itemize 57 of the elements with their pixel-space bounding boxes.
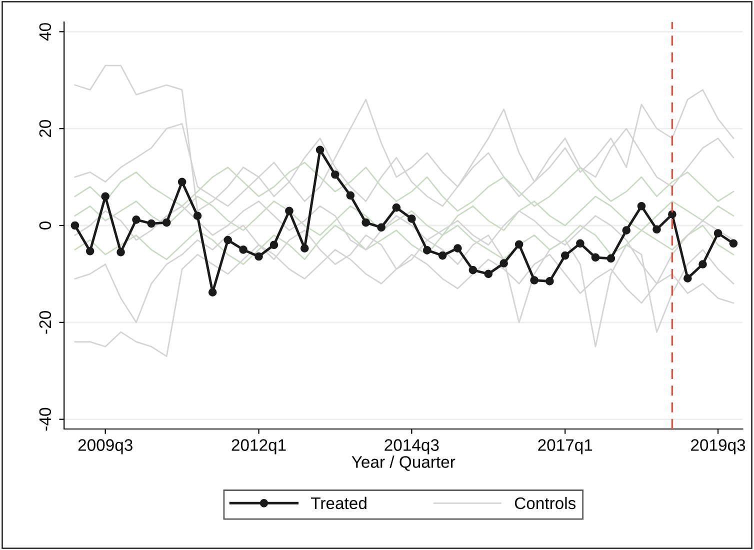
point [392,203,401,212]
point [208,288,217,297]
legend-label: Treated [311,496,366,510]
point [362,218,370,227]
point [147,219,156,228]
point [285,206,294,216]
point [714,229,722,238]
point [70,221,80,230]
point [454,244,462,252]
point [316,146,324,154]
point [652,225,661,234]
point [637,202,646,210]
point [530,276,538,284]
point [468,266,478,274]
x-tick-label: 2017q1 [538,439,592,454]
y-tick-label: -20 [39,311,52,334]
point [254,252,263,261]
point [560,251,570,260]
point [346,191,355,200]
point [422,246,432,254]
point [591,253,600,262]
point [576,239,584,248]
point [546,277,554,286]
x-tick-label: 2009q3 [78,439,132,454]
point [86,247,94,256]
point [178,178,186,186]
point [408,214,416,223]
point [270,240,278,250]
point [484,270,493,278]
point [438,251,447,260]
legend-label: Controls [514,496,576,510]
point [132,216,140,224]
point [116,248,125,256]
y-tick-label: -40 [39,408,52,431]
y-tick-label: 0 [39,222,52,230]
point [514,240,524,249]
point [668,210,676,219]
y-tick-label: 40 [39,23,52,41]
x-tick-label: 2014q3 [384,439,439,454]
point [729,239,738,248]
point [300,244,309,252]
x-tick-label: 2019q3 [691,439,746,454]
point [377,223,386,232]
point [193,212,202,220]
point [622,226,631,235]
y-tick-label: 20 [39,120,52,138]
point [330,170,340,179]
point [500,259,508,268]
point [698,260,707,268]
point [239,246,248,254]
point [683,274,692,282]
x-axis-title: Year / Quarter [352,456,456,471]
point [606,254,616,263]
point [162,218,171,227]
x-tick-label: 2012q1 [232,439,286,454]
point [224,236,232,244]
point [101,192,110,201]
